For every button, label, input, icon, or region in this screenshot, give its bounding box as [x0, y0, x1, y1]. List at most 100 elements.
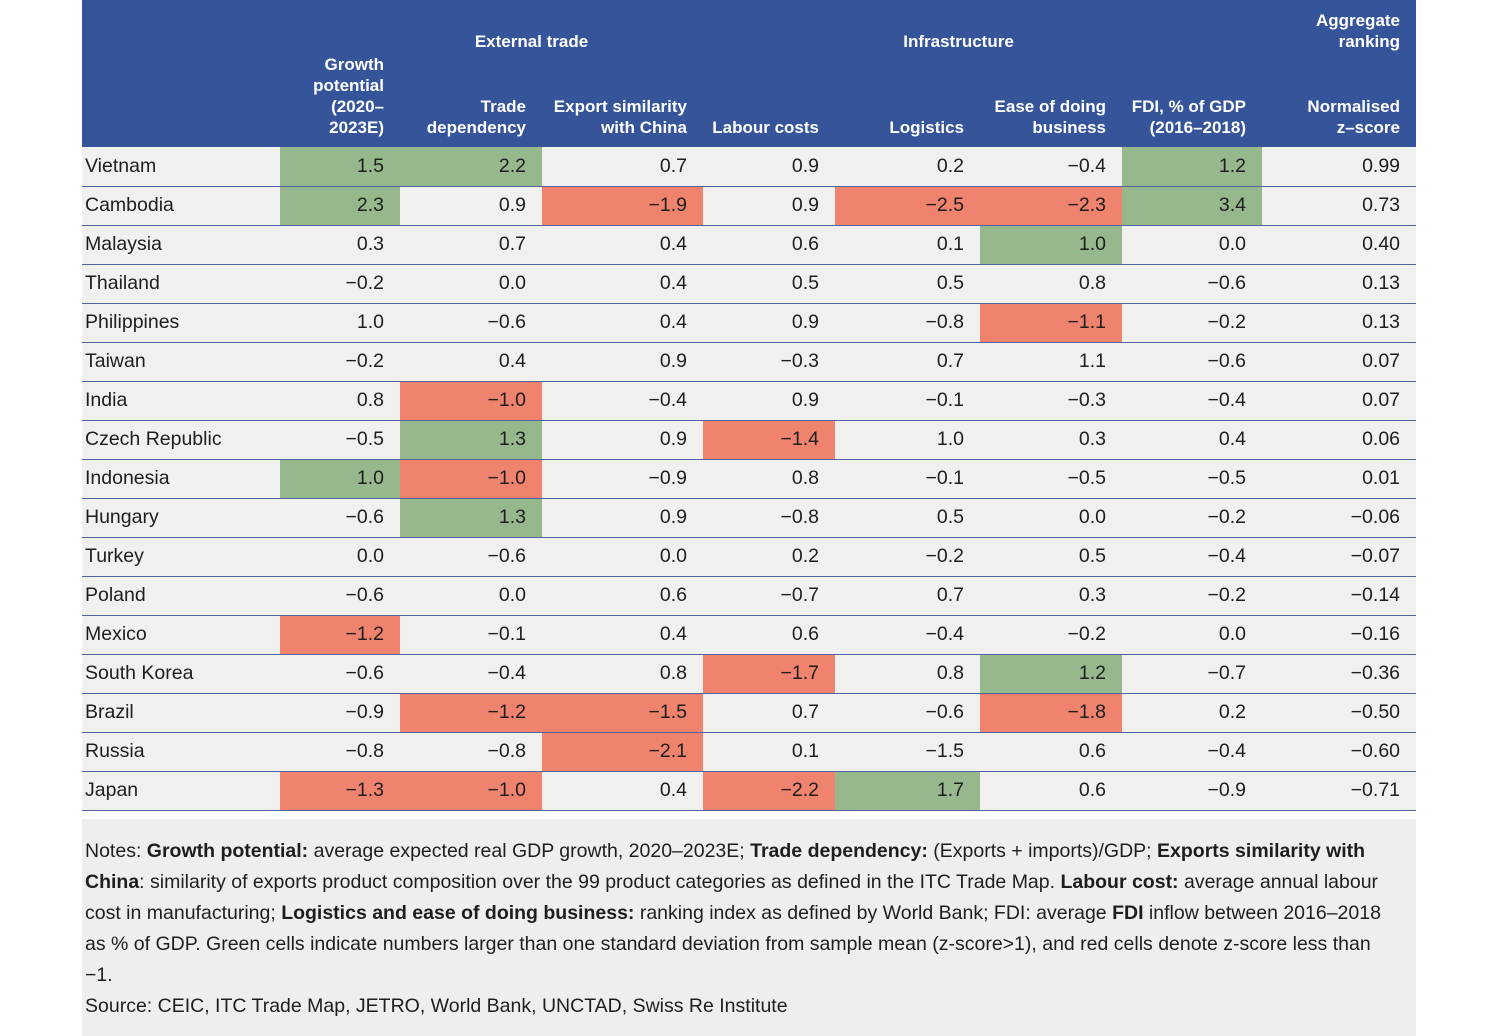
col-header-fdi: FDI, % of GDP (2016–2018): [1122, 54, 1263, 147]
country-cell: Taiwan: [85, 350, 146, 372]
country-cell: Malaysia: [85, 233, 162, 255]
value-cell: −0.2: [925, 545, 965, 567]
value-cell: −0.5: [345, 428, 385, 450]
table-row: Turkey 0.0 −0.6 0.0 0.2 −0.2 0.5 −0.4 −0.07: [82, 537, 1417, 576]
table-row: India 0.8 −1.0 −0.4 0.9 −0.1 −0.3 −0.4 0.07: [82, 381, 1417, 420]
table-row: Mexico −1.2 −0.1 0.4 0.6 −0.4 −0.2 0.0 −0.16: [82, 615, 1417, 654]
value-cell: 0.8: [1078, 272, 1107, 294]
value-cell: 0.4: [659, 233, 688, 255]
value-cell: 0.9: [659, 506, 688, 528]
value-cell: −2.1: [542, 732, 704, 771]
value-cell: 0.0: [1078, 506, 1107, 528]
value-cell: −1.0: [400, 459, 542, 498]
value-cell: −0.4: [1207, 389, 1247, 411]
value-cell: −0.1: [925, 467, 965, 489]
value-cell: −0.14: [1350, 584, 1401, 606]
value-cell: −0.6: [487, 545, 527, 567]
table-body: Vietnam 1.5 2.2 0.7 0.9 0.2 −0.4 1.2 0.99 Cambodi…: [82, 147, 1417, 810]
notes-text: Notes: Growth potential: average expecte…: [85, 839, 1381, 986]
table-row: Vietnam 1.5 2.2 0.7 0.9 0.2 −0.4 1.2 0.99: [82, 147, 1417, 186]
value-cell: 0.8: [791, 467, 820, 489]
country-cell: Turkey: [85, 545, 144, 567]
value-cell: 0.4: [659, 779, 688, 801]
value-cell: 1.5: [280, 147, 400, 186]
value-cell: 0.7: [659, 154, 688, 177]
value-cell: −0.4: [1207, 740, 1247, 762]
value-cell: −0.06: [1350, 506, 1401, 528]
table-row: Japan −1.3 −1.0 0.4 −2.2 1.7 0.6 −0.9 −0.71: [82, 771, 1417, 810]
value-cell: 0.5: [936, 506, 965, 528]
value-cell: −0.8: [345, 740, 385, 762]
table-row: Philippines 1.0 −0.6 0.4 0.9 −0.8 −1.1 −0.2 0.13: [82, 303, 1417, 342]
table-row: Indonesia 1.0 −1.0 −0.9 0.8 −0.1 −0.5 −0.5 0.01: [82, 459, 1417, 498]
value-cell: 1.2: [980, 654, 1123, 693]
value-cell: −0.5: [1207, 467, 1247, 489]
value-cell: −1.7: [703, 654, 836, 693]
value-cell: 0.9: [791, 389, 820, 411]
value-cell: 0.9: [659, 428, 688, 450]
value-cell: 2.3: [280, 186, 400, 225]
country-cell: Vietnam: [85, 154, 157, 177]
value-cell: 0.4: [498, 350, 526, 372]
country-cell: Indonesia: [85, 467, 170, 489]
value-cell: 0.01: [1362, 467, 1401, 489]
col-header-trade-dependency: Trade dependency: [400, 54, 542, 147]
value-cell: 0.8: [936, 662, 965, 684]
value-cell: 1.3: [400, 498, 542, 537]
value-cell: −0.60: [1350, 740, 1401, 762]
value-cell: 0.1: [936, 233, 965, 255]
table-row: Russia −0.8 −0.8 −2.1 0.1 −1.5 0.6 −0.4 −0.60: [82, 732, 1417, 771]
value-cell: −1.4: [703, 420, 836, 459]
value-cell: −0.6: [487, 311, 527, 333]
value-cell: −0.6: [925, 701, 965, 723]
value-cell: 0.2: [1218, 701, 1247, 723]
value-cell: −0.6: [1207, 350, 1247, 372]
source-text: Source: CEIC, ITC Trade Map, JETRO, Worl…: [85, 994, 788, 1017]
value-cell: 1.2: [1122, 147, 1263, 186]
value-cell: 0.2: [791, 545, 820, 567]
value-cell: −0.6: [345, 584, 385, 606]
value-cell: 0.4: [659, 623, 688, 645]
col-header-growth-potential: Growth potential (2020–2023E): [280, 54, 400, 147]
value-cell: −0.4: [1067, 154, 1107, 177]
table-row: Czech Republic −0.5 1.3 0.9 −1.4 1.0 0.3 0.4 0.0…: [82, 420, 1417, 459]
group-header-aggregate-ranking: Aggregate ranking: [1262, 0, 1417, 54]
value-cell: −0.4: [925, 623, 965, 645]
table-header: External trade Infrastructure Aggregate …: [82, 0, 1417, 147]
value-cell: 0.5: [791, 272, 820, 294]
value-cell: 0.7: [936, 584, 965, 606]
value-cell: 0.1: [791, 740, 820, 762]
notes-block: Notes: Growth potential: average expecte…: [82, 818, 1416, 1036]
value-cell: −0.9: [648, 467, 688, 489]
value-cell: −0.50: [1350, 701, 1401, 723]
value-cell: 0.0: [1218, 623, 1247, 645]
country-cell: Thailand: [85, 272, 160, 294]
value-cell: −0.3: [1067, 389, 1107, 411]
value-cell: −0.8: [780, 506, 820, 528]
value-cell: 0.5: [936, 272, 965, 294]
value-cell: −0.1: [487, 623, 527, 645]
value-cell: 0.0: [659, 545, 688, 567]
value-cell: 0.0: [498, 584, 526, 606]
value-cell: −0.1: [925, 389, 965, 411]
col-header-labour-costs: Labour costs: [703, 54, 836, 147]
country-cell: India: [85, 389, 128, 411]
value-cell: 1.7: [835, 771, 981, 810]
group-header-spacer: [703, 0, 836, 54]
value-cell: −0.7: [1207, 662, 1247, 684]
value-cell: −0.2: [345, 350, 385, 372]
value-cell: 0.7: [936, 350, 965, 372]
country-cell: Mexico: [85, 623, 147, 645]
table-row: Cambodia 2.3 0.9 −1.9 0.9 −2.5 −2.3 3.4 0.73: [82, 186, 1417, 225]
value-cell: 0.6: [1078, 740, 1107, 762]
value-cell: −0.36: [1350, 662, 1401, 684]
value-cell: 0.3: [1078, 428, 1107, 450]
value-cell: −1.8: [980, 693, 1123, 732]
value-cell: −1.5: [542, 693, 704, 732]
value-cell: −0.8: [925, 311, 965, 333]
value-cell: −0.71: [1350, 779, 1401, 801]
value-cell: −0.2: [345, 272, 385, 294]
ranking-table-figure: External trade Infrastructure Aggregate …: [82, 0, 1417, 1036]
value-cell: 1.1: [1078, 350, 1107, 372]
value-cell: 0.4: [1218, 428, 1247, 450]
